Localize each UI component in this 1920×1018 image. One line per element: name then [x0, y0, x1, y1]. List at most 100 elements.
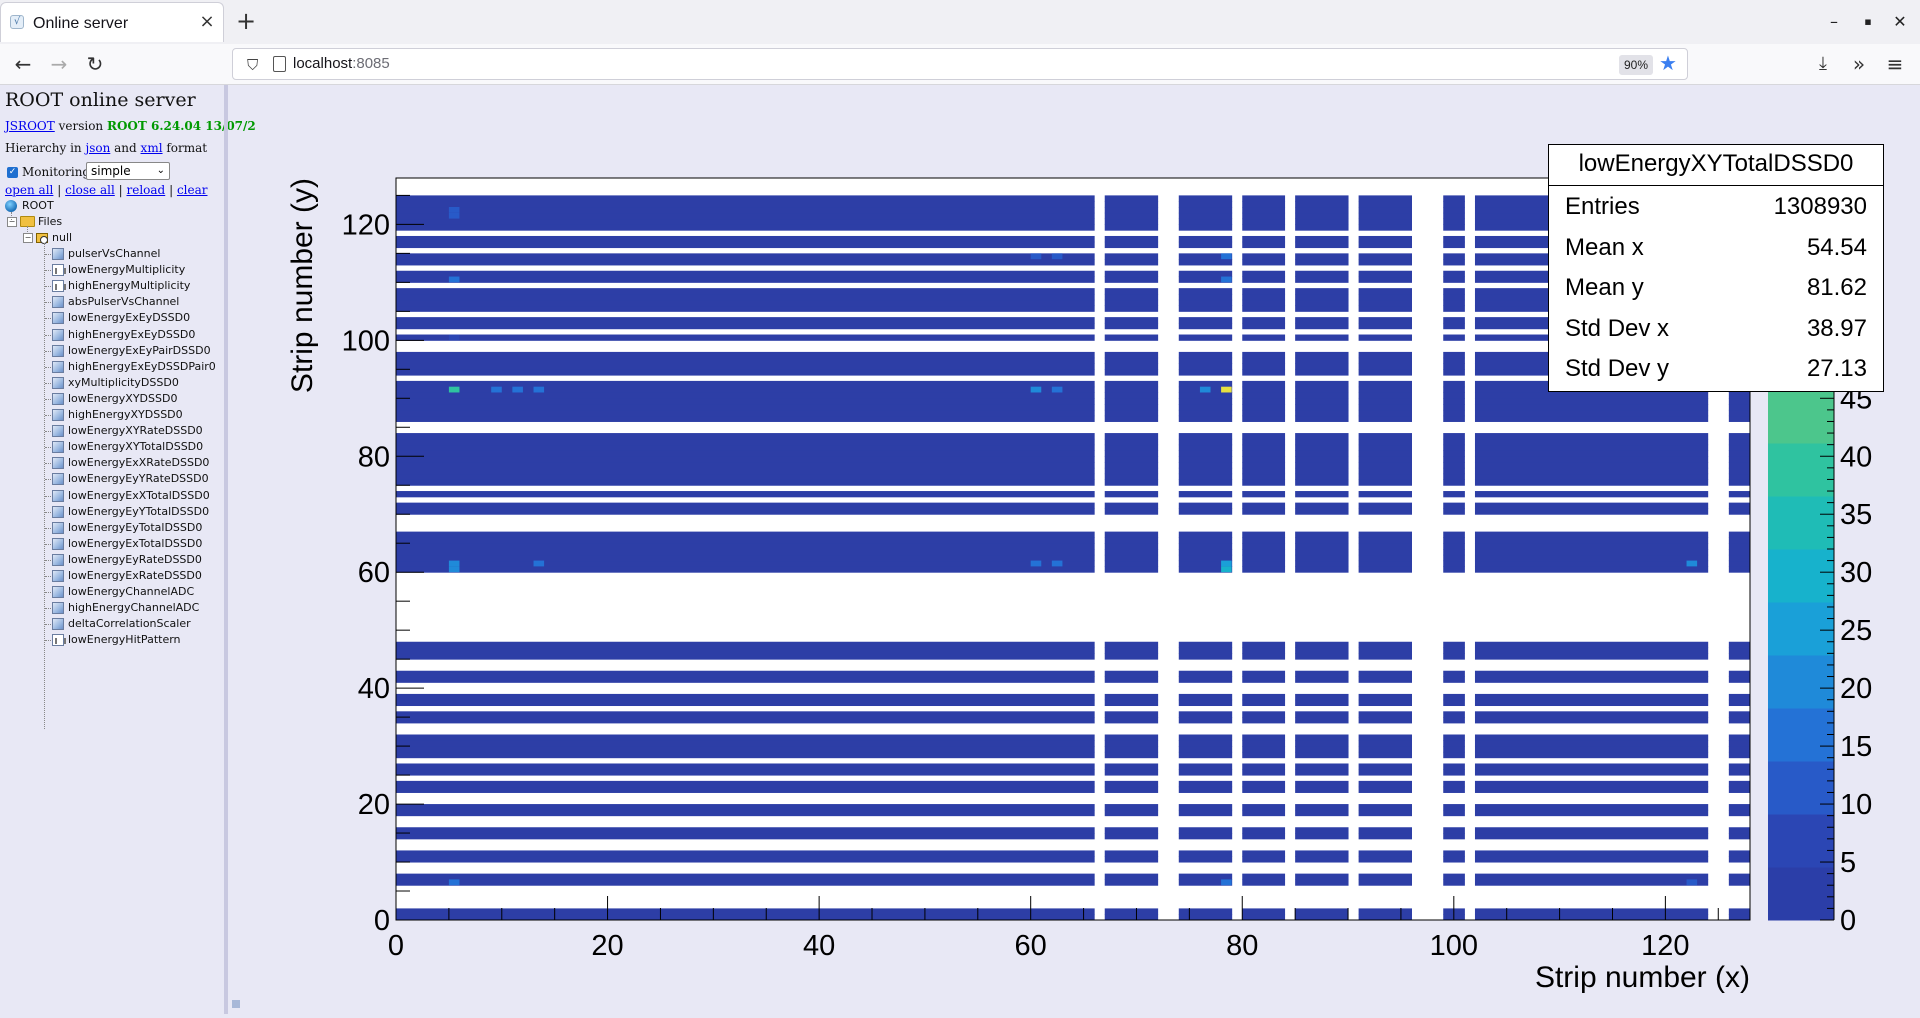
tree-item[interactable]: lowEnergyExEyPairDSSD0 — [68, 343, 211, 357]
tree-item[interactable]: lowEnergyChannelADC — [68, 585, 195, 599]
tree-item[interactable]: lowEnergyEyYTotalDSSD0 — [68, 504, 210, 518]
resize-handle-icon[interactable] — [232, 1000, 240, 1008]
tree-files[interactable]: Files — [38, 215, 63, 228]
tree-item[interactable]: absPulserVsChannel — [68, 295, 180, 309]
xml-link[interactable]: xml — [140, 141, 163, 155]
heatmap-cell-run — [1295, 833, 1349, 840]
heatmap-cell-run — [1358, 473, 1412, 480]
tree-item[interactable]: lowEnergyExRateDSSD0 — [68, 569, 202, 582]
tree-root[interactable]: ROOT — [22, 199, 54, 212]
tree-item[interactable]: lowEnergyExXTotalDSSD0 — [68, 488, 210, 502]
tree-item[interactable]: deltaCorrelationScaler — [68, 617, 191, 631]
heatmap-cell-run — [1178, 334, 1233, 341]
tree-item[interactable]: pulserVsChannel — [68, 247, 161, 260]
tree-item[interactable]: lowEnergyEyYRateDSSD0 — [68, 472, 209, 486]
panel-splitter[interactable] — [224, 85, 228, 1014]
tree-item[interactable]: lowEnergyExEyDSSD0 — [68, 311, 191, 325]
collapse-icon[interactable]: − — [23, 233, 33, 243]
palette-band — [1768, 708, 1834, 762]
bookmark-star-icon[interactable]: ★ — [1659, 51, 1677, 75]
heatmap-cell-run — [1295, 508, 1349, 515]
heatmap-cell-run — [396, 433, 1095, 440]
tree-item[interactable]: lowEnergyXYTotalDSSD0 — [68, 440, 204, 454]
heatmap-cell-run — [1728, 908, 1751, 915]
stats-box[interactable]: lowEnergyXYTotalDSSD0 Entries 1308930 Mean… — [1548, 144, 1884, 392]
browser-tab[interactable]: √ Online server × — [0, 2, 224, 42]
reload-link[interactable]: reload — [126, 183, 166, 197]
heatmap-cell-run — [1295, 201, 1349, 208]
monitoring-checkbox[interactable]: ✓ — [7, 167, 18, 178]
tab-close-icon[interactable]: × — [199, 11, 215, 32]
heatmap-cell-run — [1443, 740, 1465, 747]
heatmap-cell-run — [1242, 218, 1286, 225]
zoom-level-badge[interactable]: 90% — [1619, 55, 1654, 75]
back-icon[interactable]: ← — [14, 52, 32, 76]
tree-item[interactable]: highEnergyChannelADC — [68, 601, 200, 615]
menu-icon[interactable]: ≡ — [1886, 52, 1904, 76]
heatmap-cell-run — [1242, 317, 1286, 324]
tree-item[interactable]: lowEnergyEyRateDSSD0 — [68, 552, 202, 566]
heatmap-cell-run — [1242, 780, 1286, 788]
heatmap-cell-run — [1104, 462, 1159, 469]
address-bar[interactable]: ⛉ localhost:8085 90% ★ — [232, 48, 1688, 80]
minimize-icon[interactable]: – — [1830, 12, 1838, 31]
tree-item[interactable]: lowEnergyExXRateDSSD0 — [68, 456, 210, 470]
heatmap-cell-run — [1242, 508, 1286, 515]
tree-item[interactable]: highEnergyExEyDSSDPair0 — [68, 359, 216, 373]
heatmap-cell-run — [1295, 276, 1349, 283]
collapse-icon[interactable]: − — [7, 217, 17, 227]
heatmap-cell-run — [1295, 392, 1349, 399]
tree-folder-null[interactable]: null — [52, 231, 73, 244]
tree-item[interactable]: highEnergyXYDSSD0 — [68, 408, 183, 421]
reload-icon[interactable]: ↻ — [86, 52, 104, 76]
heatmap-cell-run — [1242, 473, 1286, 480]
download-icon[interactable]: ⤓ — [1819, 53, 1827, 74]
heatmap-cell-run — [1474, 479, 1709, 486]
heatmap-cell-run — [1104, 740, 1159, 747]
monitoring-select[interactable]: simple ⌄ — [86, 162, 170, 180]
heatmap-cell-run — [1178, 369, 1233, 376]
forward-icon[interactable]: → — [50, 52, 68, 76]
heatmap-cell-run — [1104, 218, 1159, 225]
tree-item[interactable]: xyMultiplicityDSSD0 — [68, 375, 179, 389]
heatmap-cell-run — [396, 386, 1095, 393]
tree-item[interactable]: lowEnergyExTotalDSSD0 — [68, 536, 203, 550]
tree-item[interactable]: lowEnergyEyTotalDSSD0 — [68, 520, 203, 534]
heatmap-cell-run — [1104, 804, 1159, 811]
heatmap-cell-run — [396, 746, 1095, 753]
tree-connector — [45, 447, 51, 449]
heatmap-cell-run — [1295, 734, 1349, 741]
heatmap-cell-run — [1178, 809, 1233, 817]
heatmap-cell — [1221, 276, 1232, 283]
heatmap-cell-run — [1242, 241, 1286, 249]
jsroot-link[interactable]: JSROOT — [5, 119, 55, 133]
th2-histogram-icon — [52, 425, 64, 438]
heatmap-cell-run — [1728, 809, 1751, 817]
open-all-link[interactable]: open all — [5, 183, 54, 197]
tree-item[interactable]: lowEnergyMultiplicity — [68, 263, 186, 277]
url-text[interactable]: localhost:8085 — [293, 55, 390, 72]
heatmap-cell-run — [1358, 392, 1412, 399]
heatmap-cell-run — [1178, 676, 1233, 683]
heatmap-cell-run — [1242, 786, 1286, 793]
tree-item[interactable]: lowEnergyHitPattern — [68, 633, 181, 647]
json-link[interactable]: json — [85, 141, 111, 155]
close-all-link[interactable]: close all — [65, 183, 115, 197]
heatmap-cell-run — [1295, 746, 1349, 753]
heatmap-cell-run — [1728, 502, 1751, 509]
tree-item[interactable]: lowEnergyXYRateDSSD0 — [68, 424, 203, 438]
heatmap-cell-run — [1178, 409, 1233, 417]
shield-icon[interactable]: ⛉ — [247, 56, 259, 74]
tree-item[interactable]: lowEnergyXYDSSD0 — [68, 391, 178, 405]
clear-link[interactable]: clear — [176, 183, 208, 197]
heatmap-cell-run — [396, 462, 1095, 469]
maximize-icon[interactable]: ▪ — [1864, 15, 1872, 28]
overflow-icon[interactable]: » — [1852, 52, 1866, 76]
new-tab-button[interactable]: + — [235, 7, 257, 35]
tree-item[interactable]: highEnergyMultiplicity — [68, 279, 191, 293]
th2-histogram-icon — [52, 618, 64, 631]
heatmap-cell-run — [396, 398, 1095, 405]
th2-histogram-icon — [52, 360, 64, 373]
tree-item[interactable]: highEnergyExEyDSSD0 — [68, 327, 196, 341]
close-window-icon[interactable]: ✕ — [1893, 12, 1907, 31]
